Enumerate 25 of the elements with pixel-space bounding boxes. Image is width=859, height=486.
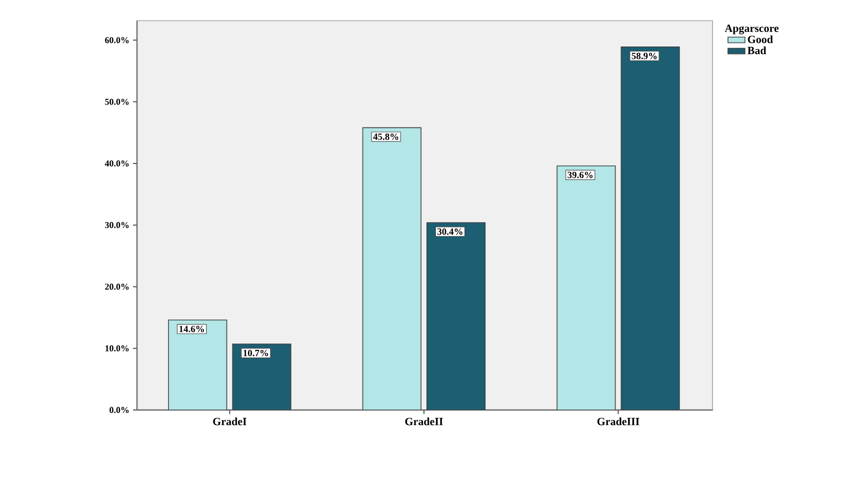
y-tick-label: 50.0% — [105, 98, 129, 105]
y-tick-label: 0.0% — [110, 406, 129, 414]
legend-label: Good — [748, 35, 773, 44]
x-tick-label: GradeI — [213, 418, 246, 426]
y-tick-label: 60.0% — [105, 37, 129, 44]
data-label: 30.4% — [437, 228, 462, 235]
data-label: 10.7% — [244, 350, 268, 356]
bar — [426, 222, 486, 410]
legend-label: Bad — [748, 46, 766, 54]
data-label: 45.8% — [373, 134, 398, 140]
data-label: 58.9% — [632, 52, 657, 60]
y-tick-label: 20.0% — [105, 284, 129, 290]
bar — [232, 344, 292, 410]
data-label: 39.6% — [568, 172, 593, 178]
x-tick-label: GradeII — [405, 418, 443, 426]
x-tick-label: GradeIII — [597, 418, 640, 426]
y-tick-label: 10.0% — [105, 345, 129, 352]
bar — [168, 320, 228, 410]
legend-title: Apgarscore — [724, 24, 779, 34]
bar — [620, 46, 680, 410]
y-tick-label: 40.0% — [104, 160, 129, 166]
bar — [362, 127, 422, 410]
data-label: 14.6% — [179, 326, 204, 332]
bar — [556, 166, 616, 410]
y-tick-label: 30.0% — [105, 222, 129, 228]
